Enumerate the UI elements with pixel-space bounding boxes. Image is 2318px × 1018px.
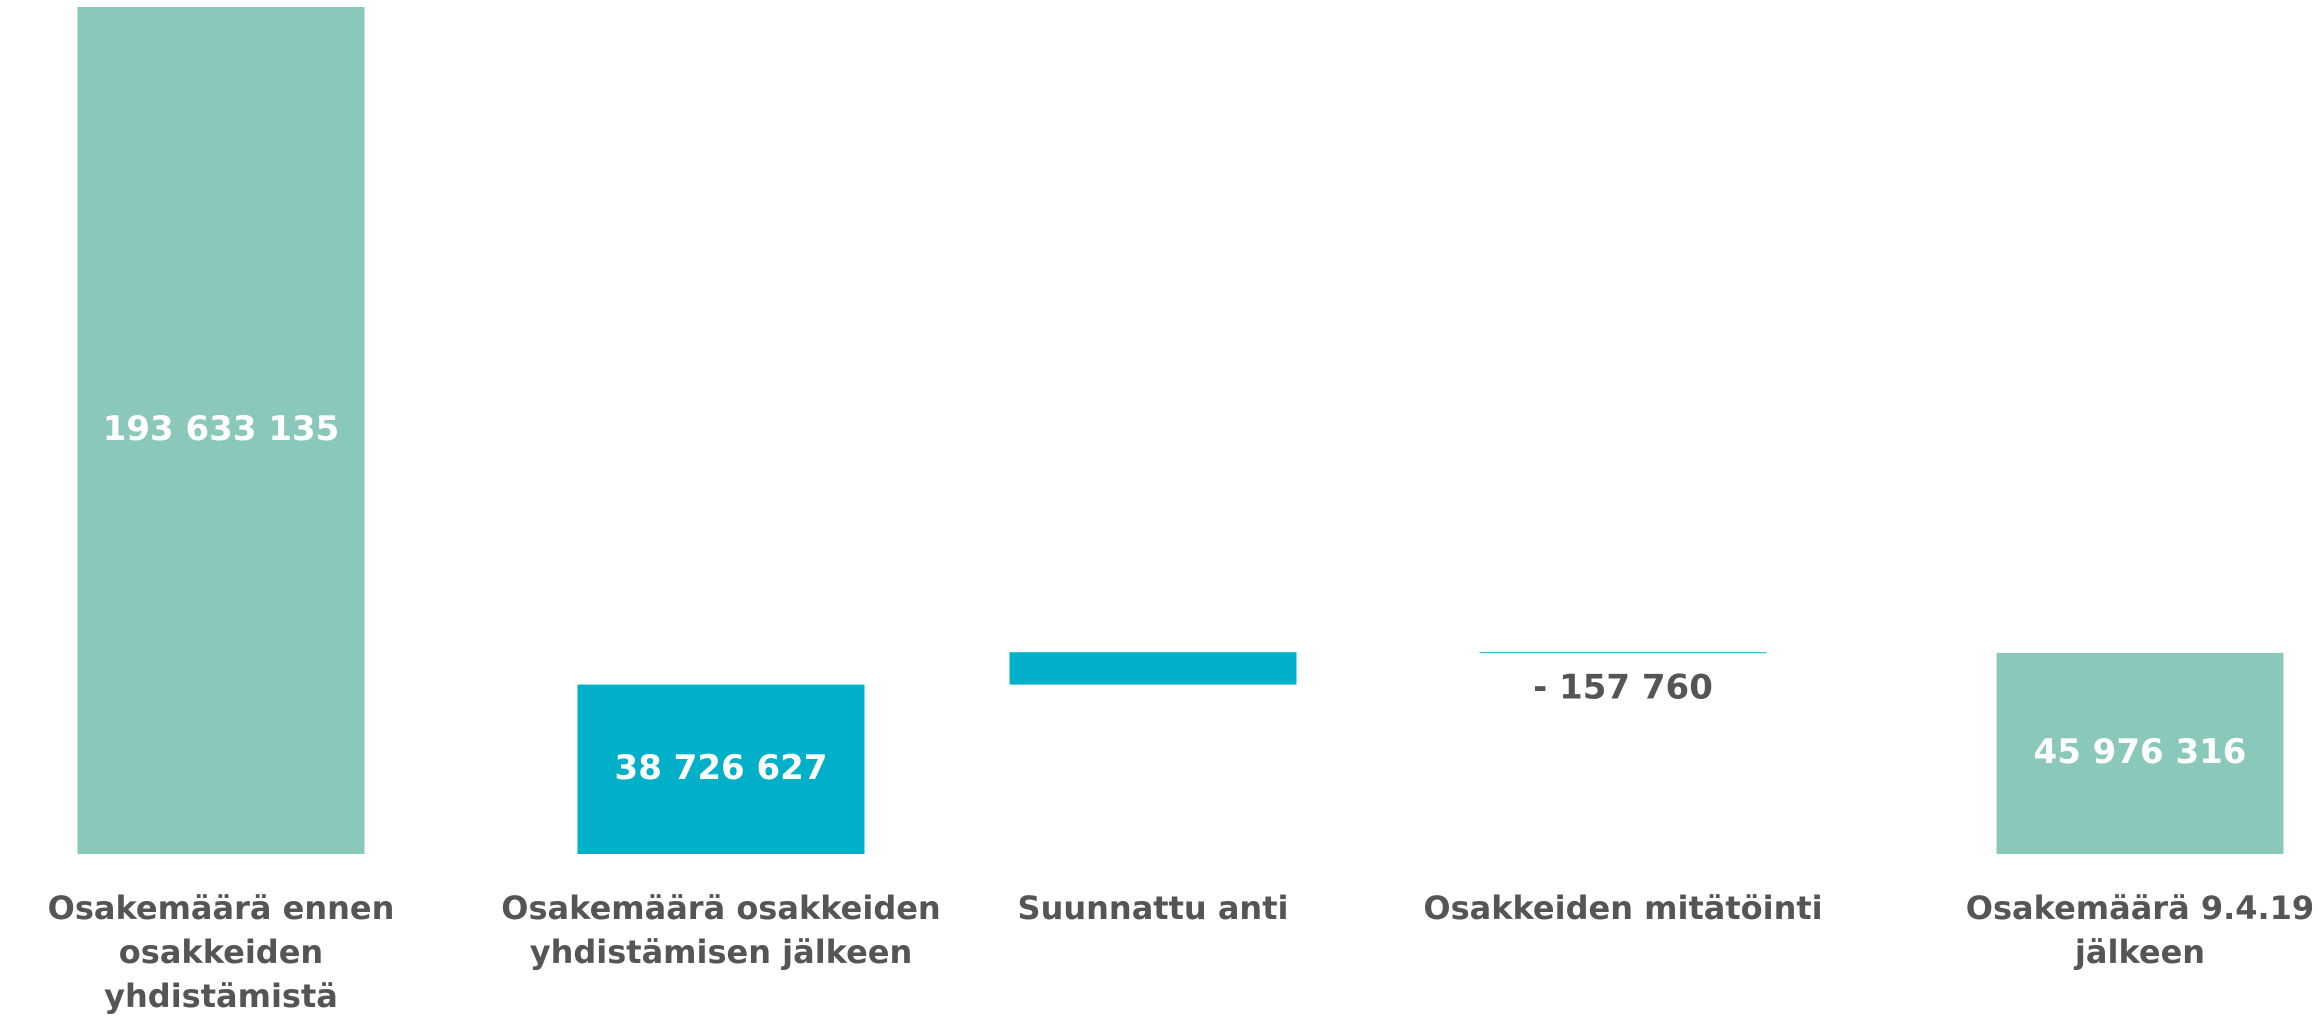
value-label: 7 407 405 — [1058, 603, 1247, 643]
bar — [1996, 652, 2284, 854]
bar — [1009, 652, 1297, 685]
bar — [77, 7, 365, 854]
bar — [1479, 652, 1767, 654]
category-label: Osakemäärä 9.4.19 jälkeen — [1965, 889, 2315, 971]
bar — [577, 684, 865, 854]
category-label: Osakkeiden mitätöinti — [1423, 889, 1823, 927]
value-label: 45 976 316 — [2034, 732, 2247, 772]
value-label: 38 726 627 — [615, 748, 828, 788]
value-label: 193 633 135 — [103, 409, 340, 449]
category-label: Osakemäärä osakkeiden yhdistämisen jälke… — [501, 889, 941, 971]
value-label: - 157 760 — [1533, 667, 1713, 707]
category-label: Osakemäärä ennen osakkeiden yhdistämistä — [47, 889, 395, 1015]
category-label: Suunnattu anti — [1017, 889, 1289, 927]
